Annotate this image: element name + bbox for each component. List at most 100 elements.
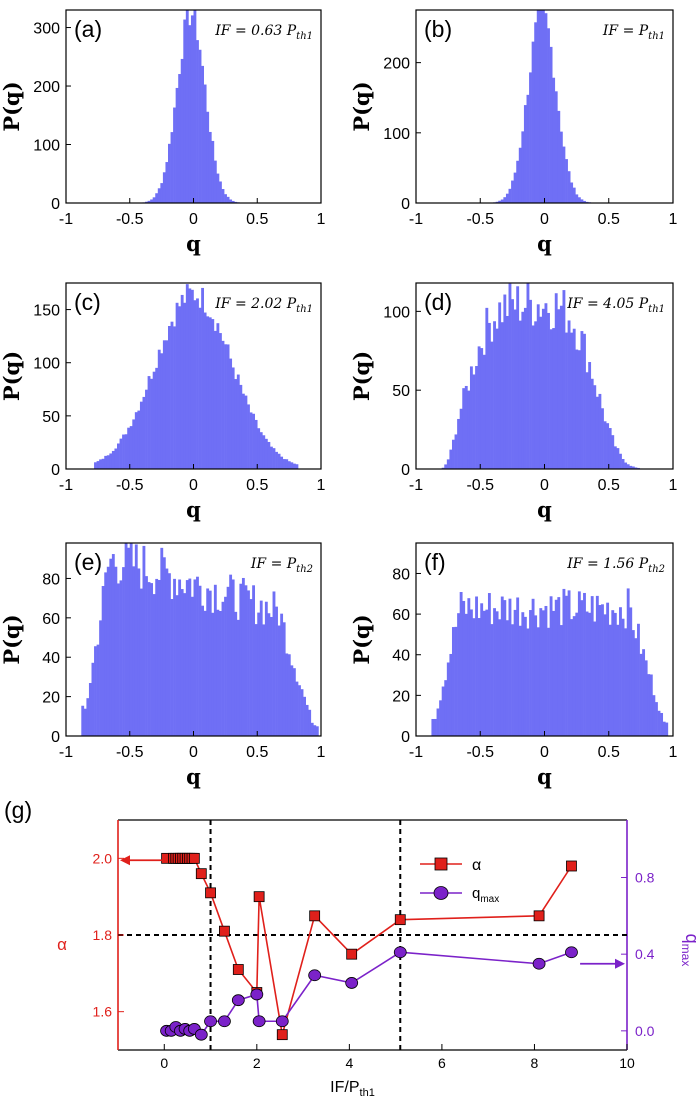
y-tick-label: 60 [42,611,60,628]
histogram-bar [557,110,561,203]
histogram-bar [534,321,538,469]
histogram-bar [109,558,113,736]
histogram-bar [270,616,273,736]
y-tick-label: 100 [33,138,60,155]
histogram-bar [252,585,255,736]
histogram-bar [583,200,586,203]
histogram-bar [526,94,530,203]
histogram-panel-a: -1 -0.5 0 0.5 1 0 100 200 300 q P(q) (a) IF = 0.63 P… [0,9,326,256]
histogram-bar [475,366,478,469]
histogram-bar [577,197,581,203]
histogram-bar [188,25,192,203]
histogram-bar [583,333,586,469]
histogram-bar [127,427,131,469]
histogram-bar [433,718,437,736]
y-axis-label: P(q) [349,614,374,664]
x-tick-label: 0 [189,744,198,761]
histogram-bar [464,385,468,469]
legend-qmax-label-main: q [472,885,480,902]
histogram-bar [249,599,253,736]
histogram-bar [588,362,592,469]
histogram-bar [132,566,136,736]
histogram-bar [639,653,643,736]
histogram-bar [629,465,633,469]
x-axis-label: q [186,764,201,789]
legend-qmax-label-sub: max [480,894,499,905]
histogram-bar [145,389,148,469]
qmax-point [250,988,264,1001]
histogram-bar [657,710,661,736]
x-tick-label: 1 [317,477,326,494]
histogram-bar [500,199,504,203]
histogram-bar [606,423,610,469]
condition-annotation-main: IF = 4.05 P [566,296,648,312]
y-left-tick-label: 1.8 [93,927,113,943]
histogram-bar [142,545,146,736]
x-tick-label: -1 [409,744,423,761]
x-axis-label: q [537,764,552,789]
histogram-bar [152,197,156,203]
histogram-bar [183,593,187,736]
histogram-bar [575,194,579,203]
histogram-bar [216,323,220,469]
condition-annotation-main: IF = 0.63 P [214,23,296,39]
histogram-bar [178,579,182,736]
histogram-bar [642,649,646,736]
histogram-bar [454,626,458,736]
histogram-bar [511,180,514,203]
histogram-bar [211,319,215,469]
histogram-bar [188,288,192,469]
histogram-bar [436,708,440,736]
histogram-bar [252,413,255,469]
x-axis-label-sub: th1 [360,1087,375,1099]
histogram-bar [505,315,509,469]
histogram-bar [201,287,204,469]
histogram-bar [249,412,253,469]
histogram-bar [193,579,197,736]
histogram-bar [234,611,238,736]
histogram-bar [165,340,169,469]
panel-label: (f) [424,549,446,575]
condition-annotation-sub: th2 [296,564,313,575]
histogram-bar [529,72,532,203]
histogram-bar [603,421,607,469]
histogram-bar [518,320,522,469]
x-tick-label: 0 [189,211,198,228]
y-tick-label: 300 [33,21,60,38]
histogram-bar [285,459,289,469]
histogram-bar [198,585,202,736]
x-tick-label: -1 [409,477,423,494]
histogram-bar [142,396,146,469]
histogram-bar [226,196,230,203]
histogram-bar [513,309,517,469]
histogram-bar [275,606,278,736]
histogram-bar [104,572,108,736]
y-tick-label: 0 [401,462,410,479]
histogram-bar [193,10,197,203]
histogram-bar [134,544,138,736]
histogram-bar [264,438,268,469]
histogram-bar [521,612,525,736]
alpha-series-line [166,857,573,1035]
histogram-bar [99,620,102,736]
histogram-bar [310,722,314,736]
histogram-bar [611,610,615,736]
histogram-bar [88,683,92,736]
histogram-bar [290,665,294,736]
histogram-bar [487,593,491,736]
histogram-bar [487,322,491,469]
histogram-bar [498,619,502,736]
histogram-bar [81,705,85,736]
y-left-tick-label: 1.6 [93,1004,113,1020]
histogram-bar [462,388,466,469]
x-axis-label-main: IF/P [330,1079,359,1096]
y-tick-label: 40 [392,648,410,665]
histogram-bar [572,616,576,736]
histogram-bar [168,573,171,736]
histogram-bar [178,306,182,469]
qmax-point [218,1015,231,1028]
histogram-bar [503,600,507,736]
histogram-bar [305,704,309,736]
x-tick-label: 0 [160,1055,168,1071]
histogram-bar [315,726,319,736]
